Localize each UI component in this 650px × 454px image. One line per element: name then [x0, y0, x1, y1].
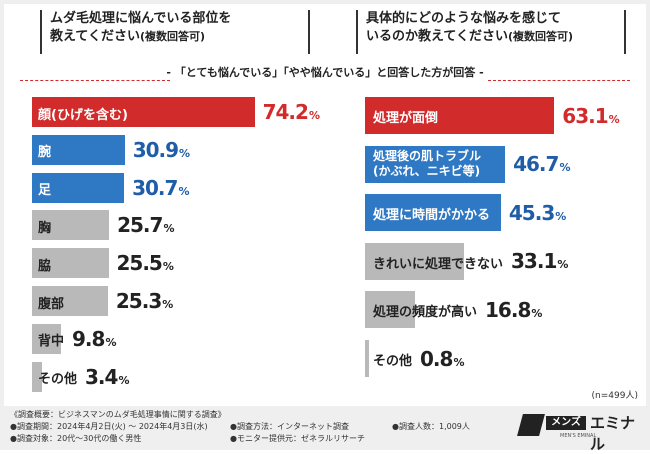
- bar-label-left-2: 足: [38, 183, 52, 199]
- bar-label-right-5: その他: [373, 354, 413, 369]
- bar-right-2: [365, 194, 501, 232]
- footer-line: ●調査人数：1,009人: [392, 422, 470, 431]
- pct-label-right-0: 63.1%: [562, 103, 620, 128]
- bar-left-0: [32, 97, 255, 127]
- footer-line: 《調査概要：ビジネスマンのムダ毛処理事情に関する調査》: [10, 410, 226, 419]
- logo-name: エミナル: [590, 414, 636, 453]
- pct-label-left-3: 25.7%: [117, 213, 175, 238]
- footer-line: ●調査対象：20代～30代の働く男性: [10, 434, 142, 443]
- bar-right-3: [365, 242, 465, 280]
- bar-left-2: [32, 172, 125, 203]
- bar-label-right-2: 処理に時間がかかる: [373, 208, 491, 224]
- pct-label-right-3: 33.1%: [511, 249, 569, 274]
- subtitle: - 「とても悩んでいる」「やや悩んでいる」と回答した方が回答 -: [166, 66, 484, 79]
- pct-label-right-5: 0.8%: [420, 346, 465, 371]
- pct-label-left-4: 25.5%: [116, 251, 174, 276]
- pct-label-left-2: 30.7%: [132, 175, 190, 200]
- bar-left-5: [32, 286, 108, 316]
- bar-label-right-3: きれいに処理できない: [373, 256, 504, 272]
- sample-size: (n=499人): [591, 391, 638, 401]
- chart-panel: [4, 4, 646, 406]
- bar-label-right-1: 処理後の肌トラブル (かぶれ、ニキビ等): [373, 148, 482, 178]
- pct-label-left-6: 9.8%: [72, 326, 117, 351]
- pct-label-left-1: 30.9%: [132, 137, 191, 162]
- footer-line: ●モニター提供元：ゼネラルリサーチ: [230, 434, 365, 443]
- logo-mark-icon: [517, 414, 545, 436]
- bar-left-7: [32, 361, 43, 392]
- pct-label-right-1: 46.7%: [513, 152, 571, 177]
- bar-label-left-4: 脇: [38, 258, 52, 274]
- pct-label-right-4: 16.8%: [485, 297, 543, 322]
- pct-label-left-0: 74.2%: [262, 100, 320, 124]
- subtitle-dash-right: [488, 80, 630, 81]
- left-question: ムダ毛処理に悩んでいる部位を 教えてください(複数回答可): [50, 11, 232, 44]
- bar-label-left-3: 胸: [38, 220, 52, 236]
- bar-label-left-1: 腕: [38, 145, 52, 161]
- pct-label-right-2: 45.3%: [508, 200, 567, 225]
- bar-left-4: [32, 248, 109, 279]
- left-question-box: ムダ毛処理に悩んでいる部位を 教えてください(複数回答可): [40, 10, 310, 54]
- bar-label-left-7: その他: [38, 372, 78, 388]
- bar-label-left-0: 顔(ひげを含む): [38, 107, 128, 123]
- pct-label-left-7: 3.4%: [85, 364, 130, 389]
- brand-logo: メンズ エミナル MEN'S EMINAL: [517, 412, 640, 453]
- bar-label-left-5: 腹部: [38, 296, 65, 312]
- pct-label-left-5: 25.3%: [115, 289, 174, 313]
- bar-label-right-4: 処理の頻度が高い: [373, 305, 478, 321]
- bar-label-right-0: 処理が面倒: [373, 111, 439, 126]
- subtitle-dash-left: [20, 80, 170, 81]
- footer-line: ●調査方法：インターネット調査: [230, 422, 349, 431]
- footer-line: ●調査期間：2024年4月2日(火) ～ 2024年4月3日(水): [10, 422, 208, 431]
- bar-right-5: [365, 340, 369, 377]
- bar-left-6: [32, 323, 62, 354]
- bar-right-1: [365, 145, 506, 183]
- right-question: 具体的にどのような悩みを感じて いるのか教えてください(複数回答可): [366, 11, 574, 44]
- bar-left-1: [32, 134, 125, 165]
- logo-badge: メンズ: [546, 416, 586, 430]
- bar-left-3: [32, 210, 110, 241]
- logo-tagline: MEN'S EMINAL: [560, 433, 597, 439]
- bar-label-left-6: 背中: [38, 334, 65, 350]
- bar-right-0: [365, 97, 555, 134]
- right-question-box: 具体的にどのような悩みを感じて いるのか教えてください(複数回答可): [356, 10, 626, 54]
- bar-right-4: [365, 291, 416, 329]
